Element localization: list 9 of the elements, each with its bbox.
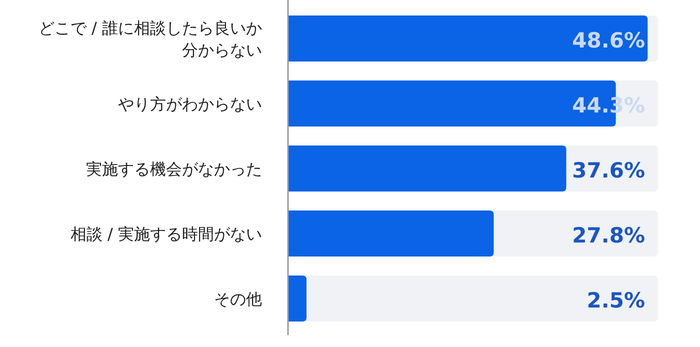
y-tick-label: 相談 / 実施する時間がない [70, 224, 262, 244]
data-label: 27.8% [572, 224, 645, 248]
y-tick-label: 実施する機会がなかった [86, 160, 262, 178]
data-label: 48.6% [572, 28, 645, 52]
y-tick-label: どこで / 誰に相談したら良いか分からない [38, 18, 262, 60]
y-tick-label: その他 [214, 290, 262, 308]
data-label: 37.6% [572, 158, 645, 182]
data-label: 2.5% [586, 288, 645, 312]
y-tick-label: やり方がわからない [118, 94, 262, 114]
